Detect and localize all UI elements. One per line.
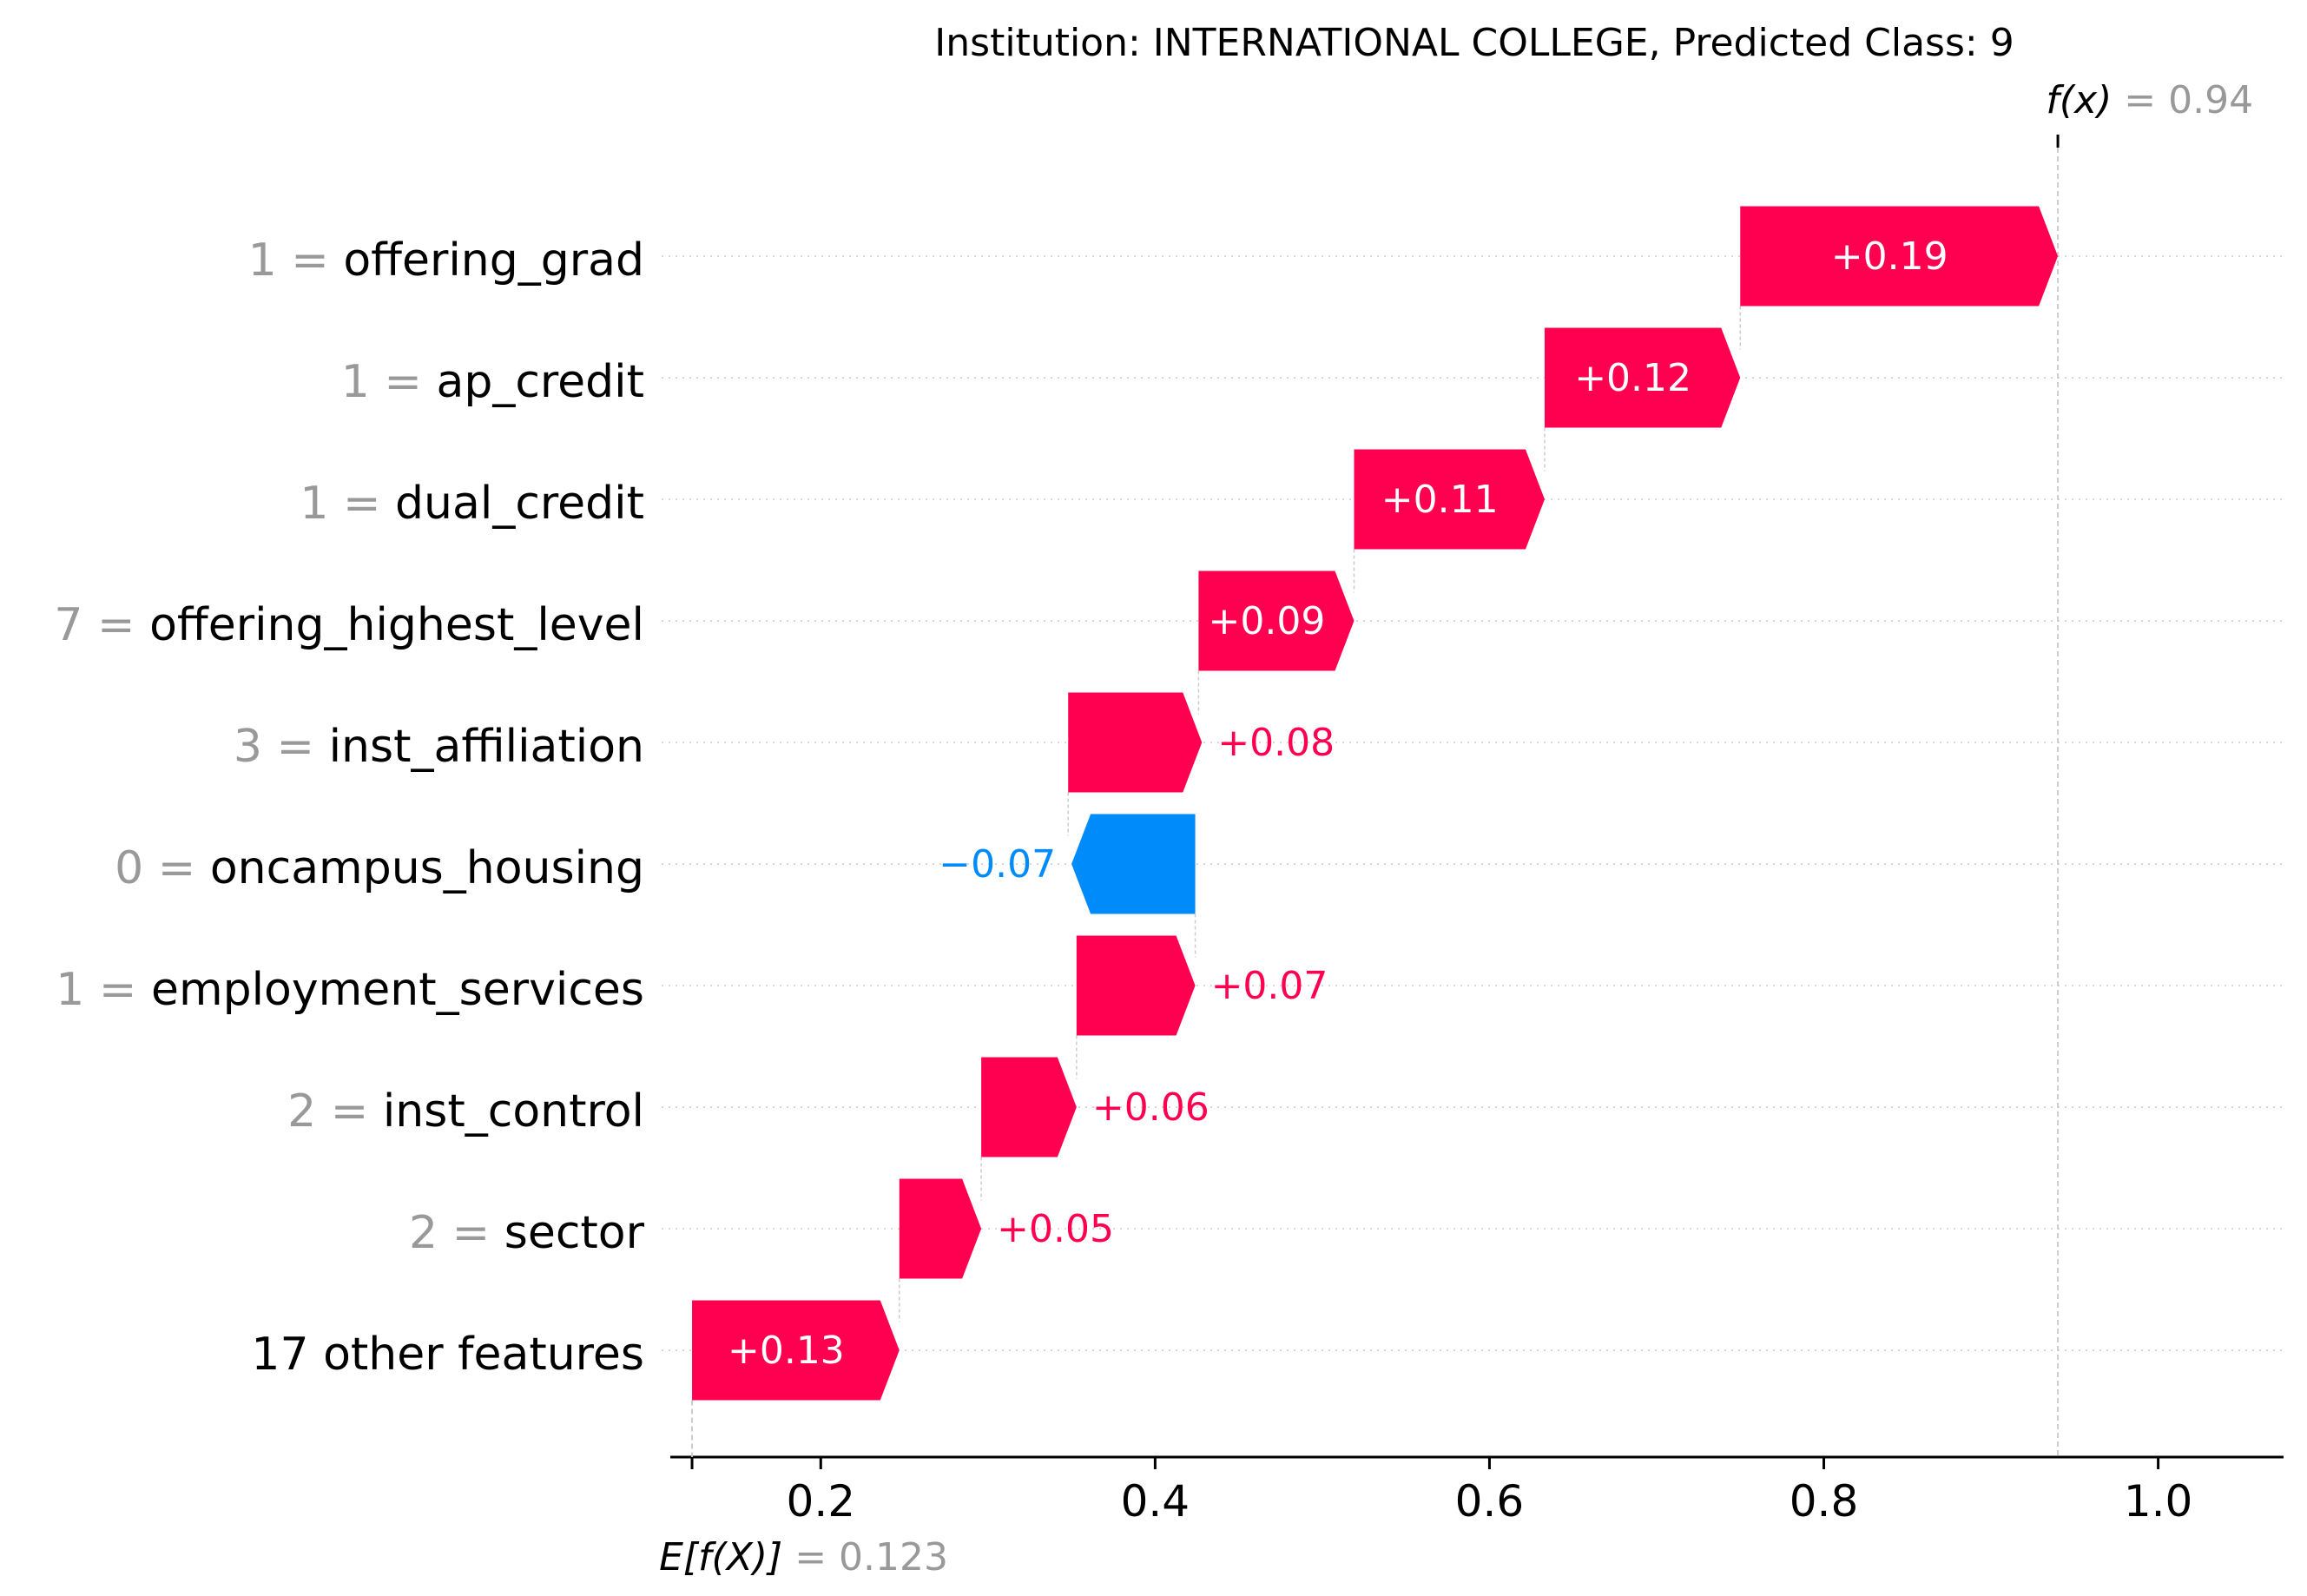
feature-label: 1 = offering_grad	[248, 234, 644, 287]
x-axis: 0.2 0.4 0.6 0.8 1.0	[670, 1455, 2284, 1527]
contribution-bars: +0.19 +0.12 +0.11 +0.09 +0.08 −0.07 +0.07 +0.06…	[692, 206, 2059, 1401]
connector-lines	[899, 306, 1741, 1322]
bar-value-label: +0.12	[1574, 356, 1691, 400]
contribution-bar	[899, 1178, 982, 1279]
bar-value-label: +0.09	[1209, 599, 1326, 643]
bar-value-label: +0.07	[1211, 964, 1328, 1008]
contribution-bar	[981, 1057, 1077, 1157]
contribution-bar	[1740, 206, 2059, 307]
x-tick-label: 0.8	[1790, 1476, 1859, 1527]
feature-label: 1 = employment_services	[56, 964, 644, 1016]
bar-value-label: +0.11	[1381, 478, 1499, 522]
x-tick-label: 0.4	[1121, 1476, 1190, 1527]
bar-value-label: +0.08	[1217, 721, 1335, 765]
feature-label: 1 = dual_credit	[300, 478, 644, 530]
bar-value-label: +0.05	[997, 1207, 1114, 1251]
bar-value-label: −0.07	[939, 842, 1056, 887]
base-label: E[f(X)] = 0.123	[659, 1535, 948, 1580]
bar-value-label: +0.06	[1092, 1085, 1210, 1130]
feature-label: 17 other features	[251, 1329, 644, 1381]
chart-title: Institution: INTERNATIONAL COLLEGE, Pred…	[934, 21, 2014, 65]
x-tick-label: 0.6	[1455, 1476, 1525, 1527]
fx-label: f(x) = 0.94	[2046, 78, 2253, 122]
bar-value-label: +0.19	[1831, 234, 1948, 279]
feature-label: 2 = sector	[409, 1207, 645, 1259]
feature-label: 3 = inst_affiliation	[234, 721, 644, 773]
contribution-bar	[1068, 692, 1203, 793]
base-value-annotation: E[f(X)] = 0.123	[659, 1400, 948, 1580]
contribution-bar	[1544, 327, 1741, 428]
feature-label: 7 = offering_highest_level	[54, 599, 644, 651]
x-tick-label: 0.2	[787, 1476, 856, 1527]
feature-labels: 1 = offering_grad 1 = ap_credit 1 = dual_c…	[54, 234, 644, 1381]
contribution-bar	[1076, 935, 1196, 1036]
feature-label: 0 = oncampus_housing	[115, 842, 644, 894]
bar-value-label: +0.13	[728, 1329, 845, 1373]
feature-label: 1 = ap_credit	[341, 356, 644, 408]
contribution-bar	[1354, 449, 1545, 550]
fx-annotation: f(x) = 0.94	[2046, 78, 2253, 1457]
contribution-bar	[1198, 570, 1355, 671]
contribution-bar	[1071, 814, 1196, 914]
contribution-bar	[692, 1300, 900, 1401]
feature-label: 2 = inst_control	[287, 1085, 644, 1138]
x-tick-label: 1.0	[2124, 1476, 2193, 1527]
